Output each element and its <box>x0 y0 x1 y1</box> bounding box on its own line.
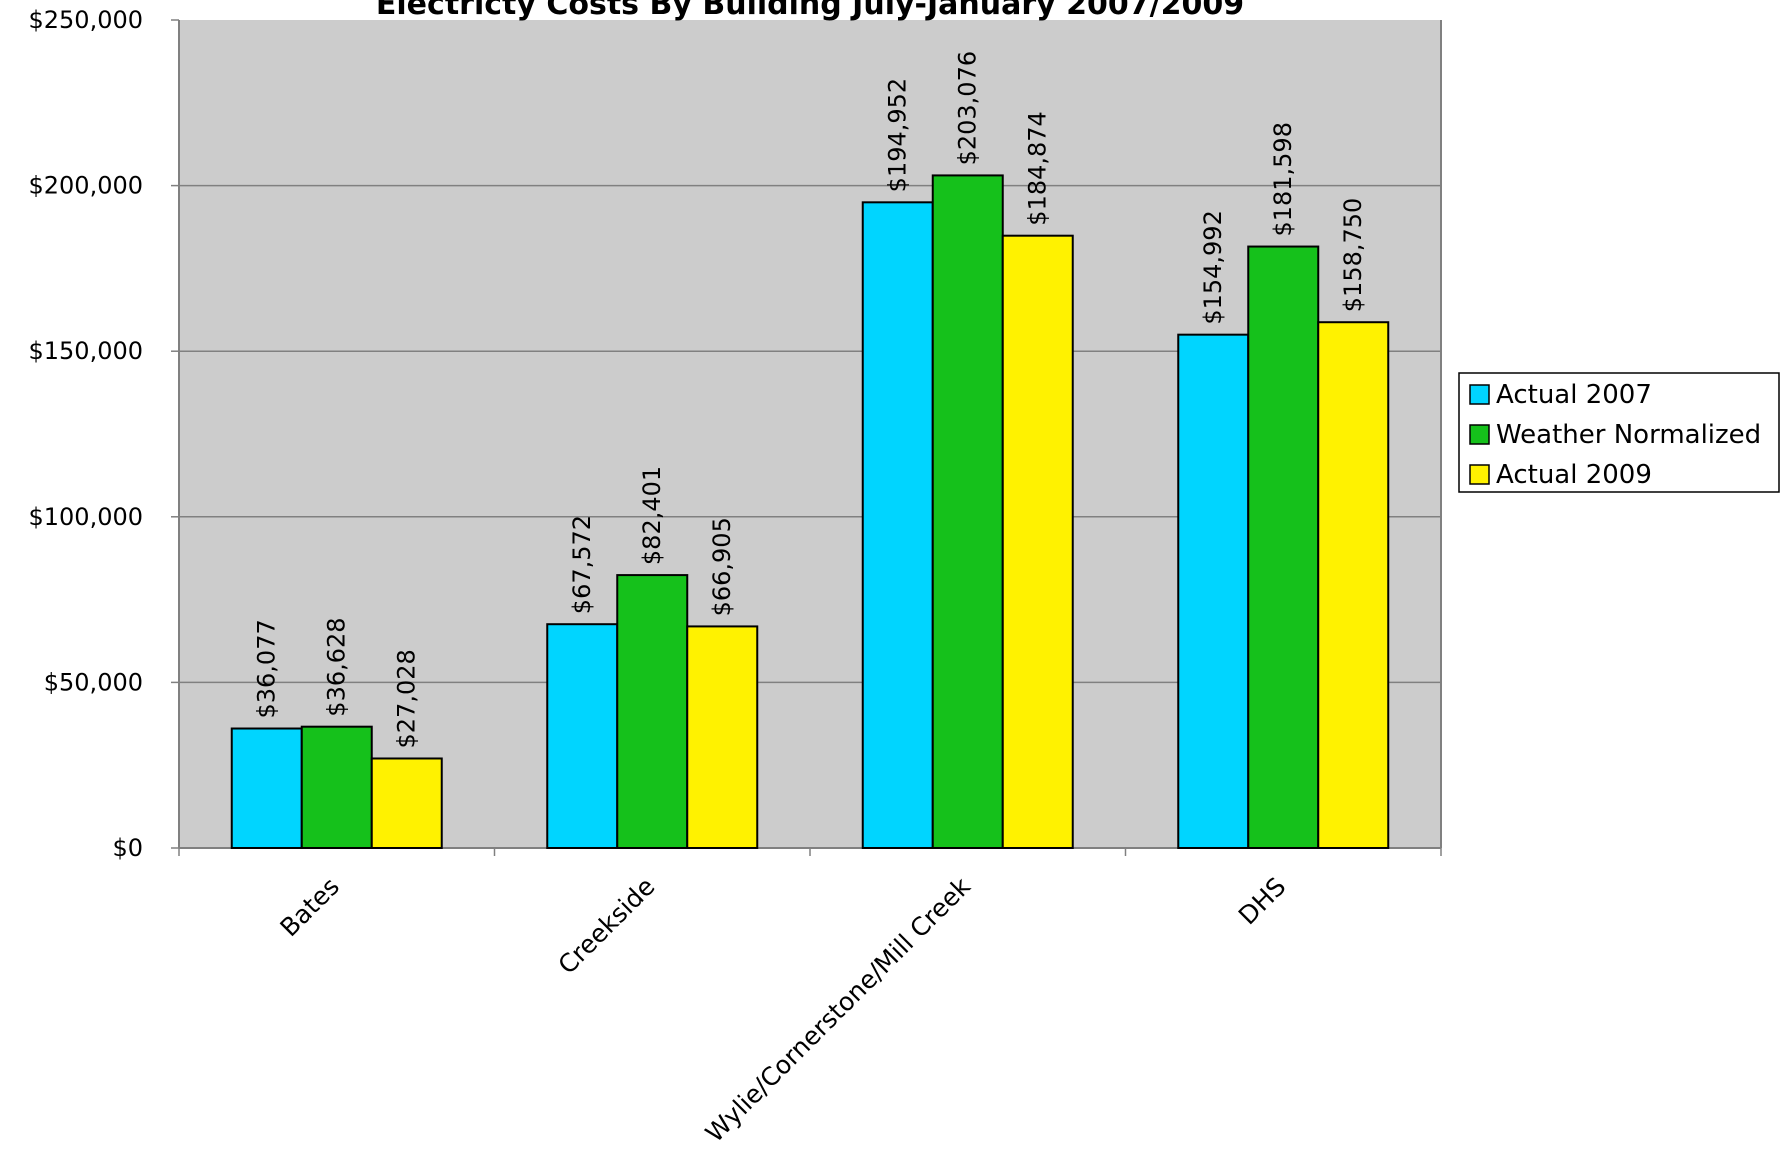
legend-swatch <box>1469 424 1490 445</box>
bar <box>300 725 373 849</box>
bar <box>230 727 303 850</box>
bar <box>931 174 1004 849</box>
legend-swatch <box>1469 464 1490 485</box>
x-tick-label: Creekside <box>553 872 661 980</box>
y-tick-label: $0 <box>112 834 143 862</box>
data-label: $158,750 <box>1339 198 1367 313</box>
bar <box>1001 234 1074 849</box>
data-label: $82,401 <box>638 466 666 565</box>
bar <box>616 574 689 849</box>
y-tick-label: $50,000 <box>44 668 143 696</box>
x-tick-label: Wylie/Cornerstone/Mill Creek <box>700 871 976 1147</box>
bar <box>686 625 759 849</box>
data-label: $154,992 <box>1199 210 1227 325</box>
bars <box>230 174 1390 850</box>
x-tick-label: Bates <box>275 872 345 942</box>
x-tick-label: DHS <box>1233 872 1292 931</box>
legend-swatch <box>1469 384 1490 405</box>
chart-title: Electricty Costs By Building July-Januar… <box>376 0 1244 22</box>
legend-label: Actual 2009 <box>1496 460 1652 490</box>
x-tick-labels: Bates Creekside Wylie/Cornerstone/Mill Cre… <box>178 848 1442 1148</box>
data-label: $36,077 <box>253 619 281 718</box>
y-tick-label: $150,000 <box>28 337 143 365</box>
bar <box>1317 321 1390 850</box>
data-labels: $36,077 $36,628 $27,028 $67,572 $82,401 $66,9… <box>253 51 1368 749</box>
legend-label: Actual 2007 <box>1496 380 1652 410</box>
data-label: $181,598 <box>1269 122 1297 237</box>
bar <box>1247 245 1320 849</box>
data-label: $27,028 <box>393 649 421 748</box>
data-label: $194,952 <box>884 78 912 193</box>
bar <box>370 757 443 850</box>
legend-box <box>1458 372 1780 493</box>
bar <box>546 623 619 849</box>
y-tick-label: $200,000 <box>28 172 143 200</box>
data-label: $66,905 <box>708 517 736 616</box>
data-label: $67,572 <box>568 515 596 614</box>
bar <box>1177 333 1250 849</box>
legend: Actual 2007 Weather Normalized Actual 2009 <box>1458 372 1780 493</box>
data-label: $36,628 <box>323 617 351 716</box>
bar <box>861 201 934 849</box>
data-label: $203,076 <box>954 51 982 166</box>
y-tick-label: $250,000 <box>28 6 143 34</box>
y-tick-labels: $0 $50,000 $100,000 $150,000 $200,000 $250,00… <box>28 6 179 862</box>
data-label: $184,874 <box>1024 111 1052 226</box>
legend-label: Weather Normalized <box>1496 420 1761 450</box>
y-tick-label: $100,000 <box>28 503 143 531</box>
